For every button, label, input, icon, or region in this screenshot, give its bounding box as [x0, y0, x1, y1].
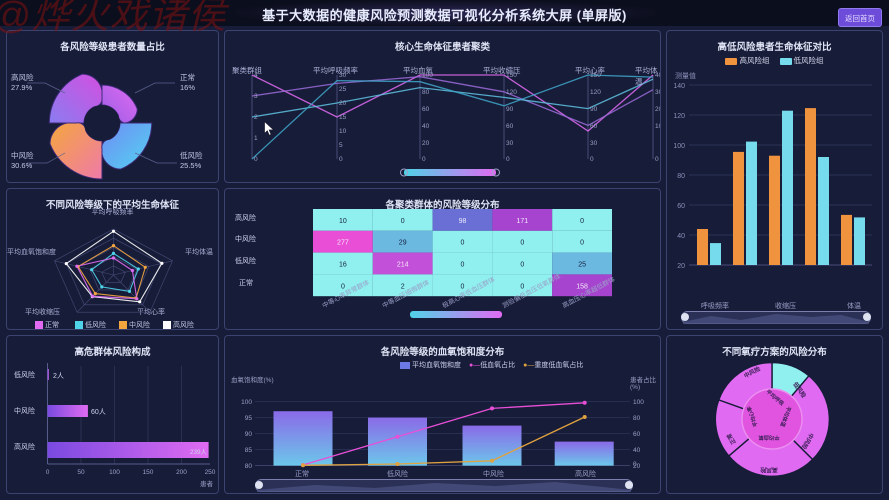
svg-text:100: 100 [673, 143, 685, 150]
svg-text:85: 85 [245, 447, 253, 454]
svg-text:0: 0 [401, 218, 405, 225]
svg-text:患者: 患者 [200, 479, 214, 488]
svg-text:0: 0 [461, 262, 465, 269]
svg-text:80: 80 [677, 173, 685, 180]
svg-text:0: 0 [633, 461, 637, 468]
svg-text:200: 200 [176, 469, 187, 476]
svg-text:60人: 60人 [91, 408, 106, 416]
svg-text:95: 95 [245, 415, 253, 422]
svg-text:150: 150 [143, 469, 154, 476]
svg-text:60: 60 [633, 431, 641, 438]
svg-text:16: 16 [339, 262, 347, 269]
svg-text:0: 0 [580, 218, 584, 225]
svg-text:20: 20 [677, 263, 685, 270]
svg-text:10: 10 [339, 218, 347, 225]
svg-text:高风险: 高风险 [760, 466, 778, 474]
svg-text:60: 60 [677, 203, 685, 210]
svg-text:171: 171 [516, 218, 528, 225]
svg-text:40: 40 [633, 447, 641, 454]
svg-text:100: 100 [109, 469, 120, 476]
svg-text:239人: 239人 [190, 448, 208, 456]
svg-text:29: 29 [399, 240, 407, 247]
svg-text:2人: 2人 [53, 372, 64, 380]
svg-text:50: 50 [77, 469, 85, 476]
svg-text:277: 277 [337, 240, 349, 247]
svg-text:100: 100 [633, 399, 644, 406]
svg-text:0: 0 [580, 240, 584, 247]
svg-text:0: 0 [461, 240, 465, 247]
svg-text:80: 80 [245, 463, 253, 470]
svg-text:250: 250 [205, 469, 216, 476]
svg-text:100: 100 [241, 399, 252, 406]
svg-text:214: 214 [397, 262, 409, 269]
svg-text:0: 0 [46, 469, 50, 476]
svg-text:40: 40 [677, 233, 685, 240]
svg-text:0: 0 [520, 262, 524, 269]
svg-text:98: 98 [459, 218, 467, 225]
svg-text:0: 0 [520, 240, 524, 247]
svg-text:90: 90 [245, 431, 253, 438]
svg-text:25: 25 [578, 262, 586, 269]
svg-text:平均血氧: 平均血氧 [758, 434, 780, 442]
svg-text:80: 80 [633, 415, 641, 422]
svg-text:120: 120 [673, 113, 685, 120]
svg-text:140: 140 [673, 83, 685, 90]
